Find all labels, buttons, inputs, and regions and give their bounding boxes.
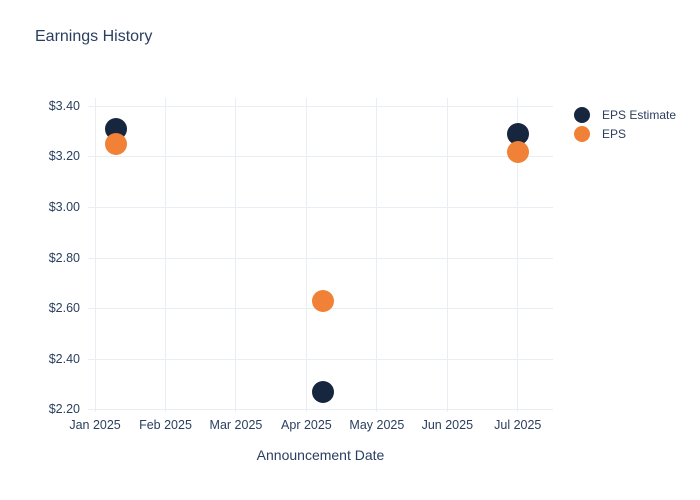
legend-item-eps[interactable]: EPS: [574, 126, 676, 142]
plot-area[interactable]: [88, 98, 553, 412]
y-tick-label: $2.80: [48, 250, 80, 265]
y-gridline: [88, 257, 553, 259]
x-gridline: [517, 98, 519, 412]
y-gridline: [88, 105, 553, 107]
legend: EPS Estimate EPS: [574, 107, 676, 145]
x-gridline: [305, 98, 307, 412]
x-tick-label: Jul 2025: [494, 418, 542, 432]
y-gridline: [88, 206, 553, 208]
legend-label: EPS Estimate: [602, 108, 677, 122]
legend-label: EPS: [602, 127, 627, 141]
eps-point[interactable]: [312, 290, 335, 313]
legend-item-eps-estimate[interactable]: EPS Estimate: [574, 107, 676, 123]
eps-estimate-legend-marker-icon: [574, 107, 590, 123]
x-gridline: [165, 98, 166, 412]
eps-estimate-point[interactable]: [506, 122, 529, 145]
x-gridline: [235, 98, 237, 412]
y-gridline: [88, 409, 553, 411]
y-gridline: [88, 156, 553, 158]
x-gridline: [376, 98, 378, 412]
eps-legend-marker-icon: [574, 126, 590, 142]
y-tick-label: $3.40: [48, 98, 80, 113]
x-tick-label: Feb 2025: [139, 418, 192, 432]
x-tick-label: Jun 2025: [421, 418, 474, 432]
x-gridline: [446, 98, 448, 412]
x-tick-label: May 2025: [349, 418, 405, 432]
eps-point[interactable]: [506, 140, 529, 163]
eps-point[interactable]: [105, 133, 128, 156]
y-tick-label: $2.20: [48, 402, 80, 417]
x-tick-label: Apr 2025: [281, 418, 332, 432]
x-axis-title: Announcement Date: [256, 447, 385, 463]
x-tick-label: Mar 2025: [209, 418, 263, 432]
y-tick-label: $2.40: [48, 351, 80, 366]
eps-estimate-point[interactable]: [312, 381, 335, 404]
y-tick-label: $2.60: [48, 301, 80, 316]
x-tick-label: Jan 2025: [69, 418, 121, 432]
y-tick-label: $3.00: [48, 199, 80, 214]
x-gridline: [94, 98, 96, 412]
y-tick-label: $3.20: [48, 149, 80, 164]
y-gridline: [88, 358, 553, 360]
chart-title: Earnings History: [35, 28, 153, 45]
